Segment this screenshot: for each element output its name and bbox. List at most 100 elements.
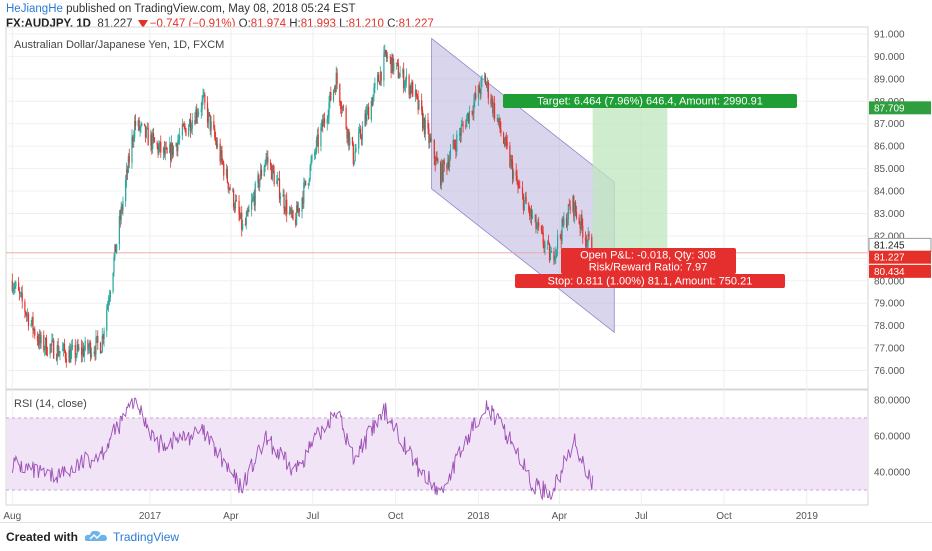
candle-body (441, 163, 443, 181)
candle-body (145, 127, 147, 138)
candle-body (433, 140, 435, 159)
candle-body (269, 162, 272, 166)
candle-body (181, 124, 183, 136)
candle-body (204, 94, 206, 103)
candle-body (440, 163, 443, 186)
candle-body (515, 171, 517, 176)
candle-body (523, 200, 525, 211)
stop-label-box (515, 274, 785, 288)
price-tick-label: 84.000 (874, 187, 905, 198)
candle-body (480, 79, 482, 95)
x-tick-label: 2019 (796, 511, 819, 522)
candle-body (320, 127, 322, 147)
candle-body (159, 141, 161, 147)
candle-body (252, 196, 255, 199)
candle-body (56, 344, 58, 360)
candle-body (424, 119, 426, 135)
candle-body (517, 183, 519, 187)
candle-body (258, 175, 260, 188)
candle-body (150, 134, 152, 146)
candle-body (242, 224, 244, 230)
candle-body (259, 179, 261, 188)
candle-body (580, 215, 582, 229)
candle-body (504, 137, 506, 146)
candle-body (309, 165, 311, 180)
candle-body (569, 206, 571, 211)
candle-body (496, 118, 498, 120)
risk-reward-label: Risk/Reward Ratio: 7.97 (589, 262, 708, 274)
tradingview-brand[interactable]: TradingView (113, 530, 180, 544)
candle-body (26, 314, 28, 316)
candle-body (277, 179, 279, 181)
candle-body (380, 71, 382, 81)
candle-body (308, 179, 310, 184)
candle-body (393, 63, 395, 72)
candle-body (556, 249, 558, 251)
candle-body (404, 80, 407, 85)
candle-body (71, 346, 73, 352)
candle-body (529, 208, 532, 217)
candle-body (486, 81, 488, 85)
candle-body (144, 125, 147, 138)
trading-chart[interactable]: Aug 2017 Apr Jul Oct 2018 Apr Jul Oct 2019 76.000 7… (0, 0, 932, 522)
candle-body (543, 244, 545, 249)
candle-body (430, 137, 432, 141)
candle-body (112, 272, 114, 292)
candle-body (377, 74, 379, 83)
candle-body (409, 85, 411, 95)
candle-body (333, 87, 336, 90)
candle-body (164, 148, 166, 155)
candle-body (330, 92, 332, 101)
candle-body (137, 119, 139, 126)
candle-body (484, 75, 487, 85)
candle-body (512, 171, 515, 180)
candle-body (549, 252, 551, 261)
candle-body (361, 126, 363, 140)
candle-body (141, 123, 143, 125)
author-link[interactable]: HeJiangHe (6, 3, 63, 15)
candle-body (120, 206, 122, 221)
candle-body (209, 114, 211, 131)
candle-body (374, 82, 376, 88)
target-zone (592, 107, 668, 253)
candle-body (435, 157, 437, 165)
candle-body (377, 74, 380, 82)
candle-body (296, 205, 298, 225)
candle-body (303, 182, 305, 204)
candle-body (266, 157, 268, 158)
candle-body (427, 119, 429, 129)
candle-body (229, 187, 231, 190)
candle-body (582, 225, 584, 238)
price-pane-title: Australian Dollar/Japanese Yen, 1D, FXCM (14, 39, 224, 51)
x-tick-label: Aug (3, 511, 21, 522)
candle-body (366, 110, 368, 122)
candle-body (19, 292, 21, 294)
candle-body (466, 117, 468, 128)
candle-body (158, 146, 160, 154)
candle-body (172, 146, 174, 156)
candle-body (83, 349, 85, 357)
candle-body (238, 200, 240, 215)
candle-body (475, 93, 477, 99)
candle-body (511, 159, 513, 162)
candle-body (422, 118, 425, 129)
price-tick-label: 76.000 (874, 366, 905, 377)
candle-body (133, 137, 135, 142)
candle-body (304, 180, 306, 183)
candle-body (536, 227, 538, 229)
candle-body (116, 244, 118, 253)
candle-body (227, 182, 229, 190)
candle-body (11, 280, 13, 291)
candle-body (207, 112, 210, 123)
candle-body (460, 125, 462, 136)
candle-body (88, 347, 90, 350)
candle-body (410, 85, 412, 94)
candle-body (579, 223, 581, 229)
target-label: Target: 6.464 (7.96%) 646.4, Amount: 299… (537, 96, 763, 108)
candle-body (458, 133, 461, 135)
candle-body (278, 178, 280, 180)
candle-body (378, 81, 381, 85)
created-with-text: Created with (6, 530, 79, 544)
candle-body (62, 349, 64, 352)
candle-body (226, 168, 228, 183)
